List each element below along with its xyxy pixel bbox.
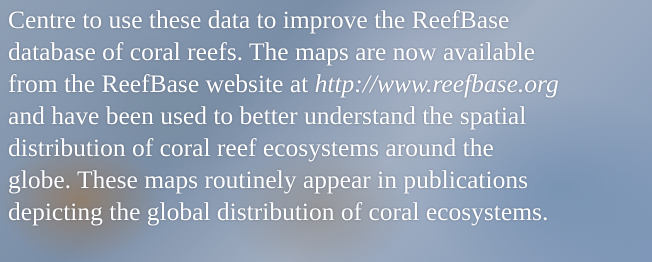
text-line: distribution of coral reef ecosystems ar… xyxy=(8,132,494,163)
text-line: database of coral reefs. The maps are no… xyxy=(8,36,535,67)
text-line: and have been used to better understand … xyxy=(8,100,526,131)
text-line: from the ReefBase website at http://www.… xyxy=(8,68,559,99)
text-line: globe. These maps routinely appear in pu… xyxy=(8,164,528,195)
text: from the ReefBase website at xyxy=(8,69,308,98)
text-line: depicting the global distribution of cor… xyxy=(8,196,548,227)
text-line: Centre to use these data to improve the … xyxy=(8,4,509,35)
url: http://www.reefbase.org xyxy=(315,69,559,98)
page: Centre to use these data to improve the … xyxy=(0,0,652,262)
